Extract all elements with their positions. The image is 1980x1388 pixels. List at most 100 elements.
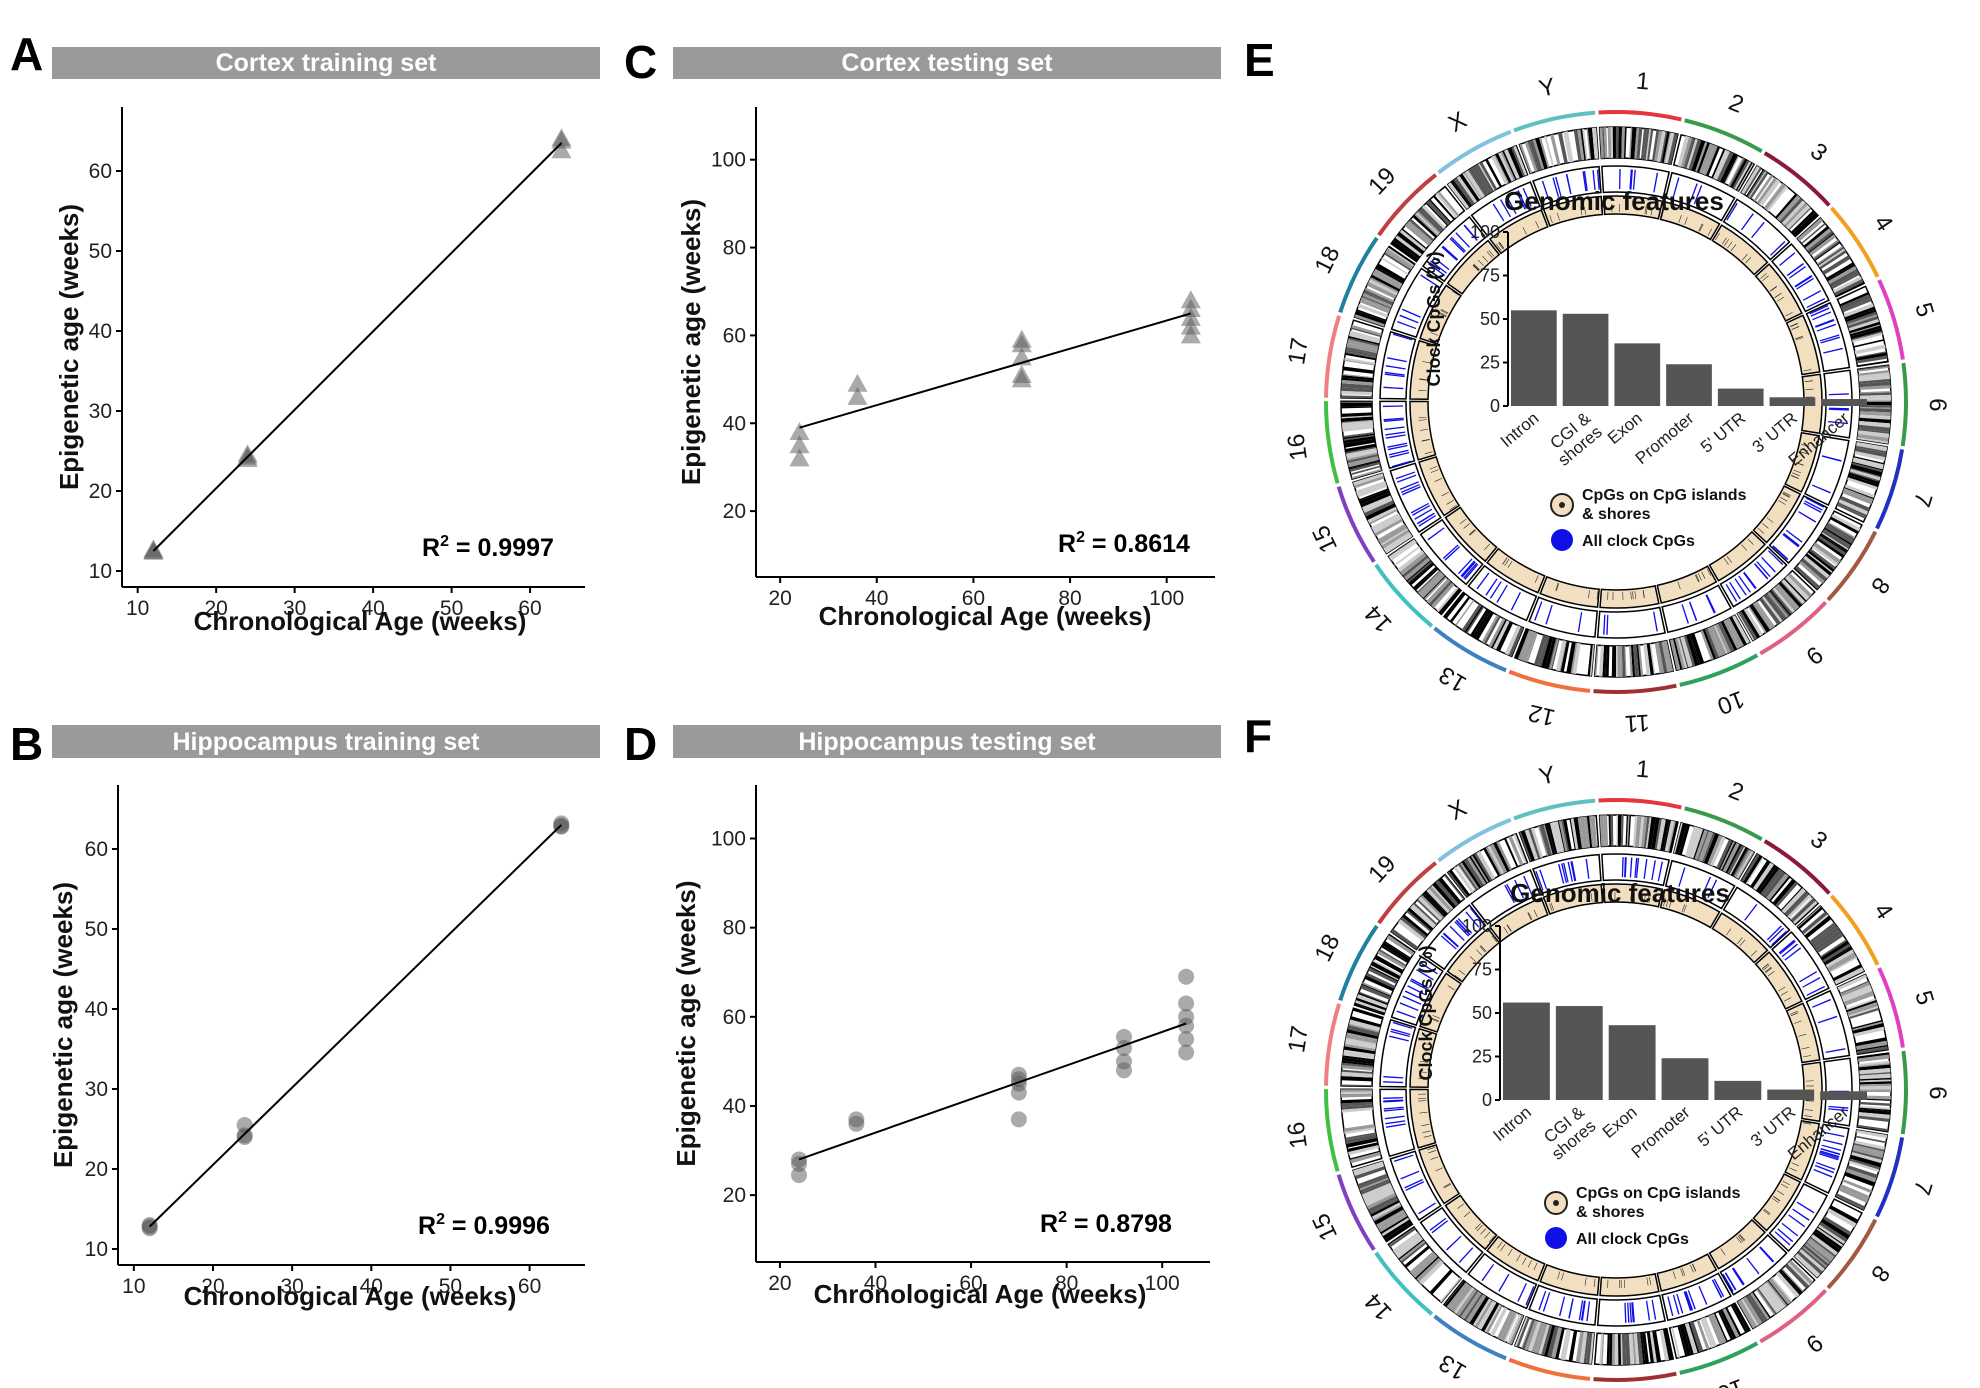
ideogram-band [1673, 638, 1683, 670]
ideogram-band [1859, 1098, 1891, 1101]
cgi-marker [1805, 396, 1814, 398]
cgi-marker [1739, 939, 1746, 947]
ideogram-band [1348, 1023, 1380, 1033]
ideogram-band [1743, 167, 1762, 196]
clock-cpg-marker [1402, 995, 1422, 1005]
chromosome-color-arc [1763, 839, 1831, 895]
clock-cpg-marker [1522, 187, 1532, 207]
clock-cpg-marker [1816, 1161, 1836, 1171]
ideogram-band [1522, 1319, 1535, 1350]
clock-cpg-marker [1555, 176, 1562, 197]
ideogram-band [1592, 127, 1599, 159]
ideogram-band [1428, 886, 1453, 912]
ideogram-band [1849, 471, 1880, 482]
ideogram-band [1363, 497, 1393, 513]
ideogram-band [1630, 645, 1636, 677]
ideogram-band [1347, 454, 1379, 464]
cgi-marker [1459, 518, 1467, 525]
ideogram-band [1342, 366, 1375, 374]
ideogram-band [1818, 1224, 1846, 1245]
cgi-track [1419, 284, 1463, 345]
ideogram-band [1739, 1299, 1757, 1328]
ideogram-band [1347, 339, 1379, 350]
cgi-marker [1561, 1272, 1564, 1281]
ideogram-band [1843, 990, 1874, 1005]
chromosome-color-arc [1324, 315, 1342, 398]
x-tick-label: 80 [1058, 587, 1081, 610]
clock-cpg-marker [1586, 1301, 1591, 1322]
ideogram-band [1766, 873, 1789, 901]
ideogram-band [1399, 552, 1427, 576]
clock-cpg-track [1805, 989, 1851, 1061]
ideogram-band [1426, 888, 1450, 914]
ideogram-band [1384, 252, 1412, 271]
ideogram-band [1341, 1089, 1373, 1092]
cgi-track [1784, 1119, 1821, 1181]
clock-cpg-marker [1828, 420, 1849, 425]
ideogram-band [1857, 1124, 1889, 1132]
chromosome-color-arc [1324, 1003, 1342, 1086]
ideogram-band [1851, 1020, 1883, 1030]
clock-cpg-marker [1449, 925, 1465, 941]
cgi-marker [1798, 1033, 1807, 1037]
cgi-marker [1534, 575, 1539, 583]
panel-b: B Hippocampus training set 10 20 30 40 50 601… [10, 718, 600, 1311]
ideogram-band [1352, 473, 1384, 486]
y-tick-label: 75 [1472, 960, 1492, 980]
clock-cpg-marker [1539, 869, 1547, 889]
clock-cpg-marker [1689, 183, 1698, 203]
clock-cpg-marker [1442, 544, 1459, 559]
chromosome-color-arc [1513, 110, 1596, 133]
ideogram-band [1449, 1284, 1472, 1312]
ideogram-band [1343, 433, 1375, 440]
ideogram-band [1454, 1287, 1475, 1314]
ideogram-band [1783, 578, 1807, 602]
chromosome-color-arc [1759, 600, 1828, 656]
ideogram-band [1547, 1326, 1559, 1358]
chromosome-label: 8 [1865, 572, 1895, 598]
clock-cpg-marker [1565, 174, 1572, 194]
r2-label: R2 = 0.9997 [422, 533, 554, 562]
ideogram-band [1550, 134, 1561, 166]
ideogram-band [1458, 863, 1478, 891]
chromosome-label: 10 [1714, 685, 1749, 720]
ideogram-band [1382, 942, 1411, 962]
ideogram-band [1420, 207, 1444, 231]
ideogram-band [1858, 428, 1890, 434]
ideogram-band [1362, 982, 1392, 996]
ideogram-band [1857, 437, 1889, 444]
clock-cpg-marker [1542, 1292, 1551, 1312]
ideogram-band [1348, 335, 1380, 345]
clock-cpg-marker [1828, 1105, 1849, 1109]
ideogram-band [1687, 826, 1700, 858]
ideogram-band [1470, 855, 1489, 883]
ideogram-band [1643, 644, 1651, 676]
clock-cpg-marker [1399, 314, 1419, 324]
ideogram-band [1710, 836, 1726, 867]
ideogram-band [1859, 401, 1891, 406]
chromosome-color-arc [1829, 206, 1880, 278]
clock-cpg-marker [1383, 1108, 1404, 1112]
ideogram-band [1652, 1330, 1662, 1362]
ideogram-band [1348, 337, 1379, 347]
ideogram-band [1579, 1331, 1588, 1364]
ideogram-band [1381, 257, 1409, 275]
ideogram-band [1761, 1284, 1783, 1311]
chromosome-label: 5 [1909, 988, 1939, 1009]
ideogram-band [1347, 1142, 1379, 1153]
ideogram-band [1363, 1186, 1394, 1203]
cgi-marker [1588, 590, 1590, 599]
cgi-marker [1805, 388, 1814, 390]
ideogram-band [1402, 555, 1429, 578]
cgi-track [1785, 1002, 1821, 1064]
cgi-track [1708, 530, 1766, 582]
ideogram-band [1614, 1333, 1619, 1365]
cgi-marker [1663, 898, 1666, 907]
ideogram-band [1577, 817, 1584, 849]
ideogram-band [1859, 1107, 1891, 1112]
ideogram-band [1400, 1241, 1427, 1264]
ideogram-band [1760, 868, 1783, 896]
cgi-marker [1723, 239, 1730, 247]
ideogram-band [1727, 845, 1745, 875]
ideogram-band [1859, 415, 1891, 420]
